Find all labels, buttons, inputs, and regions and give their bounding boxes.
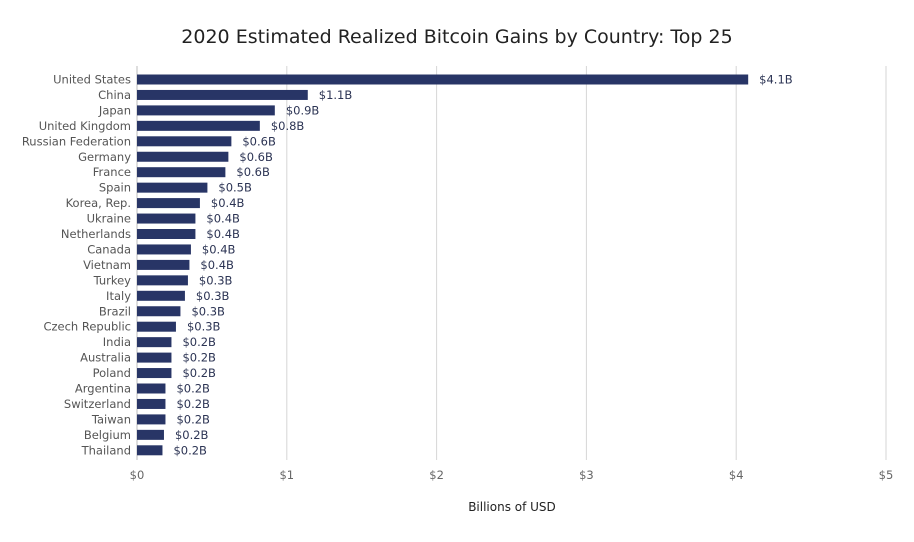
bar [137,120,260,131]
data-label: $0.6B [239,150,273,164]
bar [137,213,196,224]
data-label: $0.4B [206,212,240,226]
bar [137,244,191,255]
x-tick-label: $3 [579,468,594,482]
bar [137,136,232,147]
data-label: $4.1B [759,73,793,87]
bar [137,290,185,301]
data-label: $0.3B [187,320,221,334]
data-label: $0.2B [173,443,207,457]
category-label: India [103,335,131,349]
category-label: Taiwan [91,412,131,426]
x-tick-label: $0 [130,468,145,482]
bar [137,429,164,440]
data-label: $0.2B [176,397,210,411]
data-label: $0.8B [271,119,305,133]
data-label: $0.4B [202,242,236,256]
x-axis-label: Billions of USD [468,500,556,514]
data-label: $0.3B [196,289,230,303]
category-label: Belgium [84,428,131,442]
category-label: Vietnam [83,258,131,272]
bar [137,74,749,85]
data-label: $0.6B [236,165,270,179]
category-label: Germany [78,150,131,164]
data-label: $0.2B [182,335,216,349]
data-label: $1.1B [319,88,353,102]
category-label: Czech Republic [43,320,131,334]
category-label: Spain [99,181,131,195]
category-label: Poland [93,366,131,380]
category-label: Turkey [93,273,132,287]
category-label: Brazil [99,304,131,318]
bar [137,105,275,116]
category-label: China [98,88,131,102]
category-label: Thailand [81,443,131,457]
bar [137,398,166,409]
category-label: Korea, Rep. [66,196,131,210]
data-label: $0.2B [176,382,210,396]
bar [137,275,188,286]
bar [137,445,163,456]
data-label: $0.3B [191,304,225,318]
category-label: Canada [87,242,131,256]
data-label: $0.4B [200,258,234,272]
chart-title: 2020 Estimated Realized Bitcoin Gains by… [181,26,733,48]
bar [137,414,166,425]
category-label: Ukraine [87,212,131,226]
data-label: $0.2B [182,366,216,380]
bar [137,337,172,348]
data-label: $0.3B [199,273,233,287]
bar [137,352,172,363]
bar [137,383,166,394]
bar [137,321,176,332]
category-label: Australia [80,351,131,365]
category-label: Argentina [75,382,131,396]
bar [137,306,181,317]
category-label: Japan [98,103,131,117]
data-label: $0.5B [218,181,252,195]
data-label: $0.4B [206,227,240,241]
category-label: Italy [106,289,131,303]
category-label: France [93,165,131,179]
x-tick-label: $4 [729,468,744,482]
category-label: Switzerland [64,397,131,411]
category-label: Russian Federation [22,134,131,148]
data-label: $0.2B [175,428,209,442]
category-label: Netherlands [61,227,131,241]
bar [137,151,229,162]
data-label: $0.6B [242,134,276,148]
category-label: United States [53,73,131,87]
data-label: $0.2B [182,351,216,365]
x-tick-label: $5 [879,468,894,482]
x-tick-label: $1 [279,468,294,482]
data-label: $0.2B [176,412,210,426]
x-tick-label: $2 [429,468,444,482]
data-label: $0.4B [211,196,245,210]
bar [137,368,172,379]
bar [137,259,190,270]
bar [137,182,208,193]
bar [137,89,308,100]
bar [137,198,200,209]
data-label: $0.9B [286,103,320,117]
category-label: United Kingdom [39,119,131,133]
bar [137,167,226,178]
bar [137,229,196,239]
